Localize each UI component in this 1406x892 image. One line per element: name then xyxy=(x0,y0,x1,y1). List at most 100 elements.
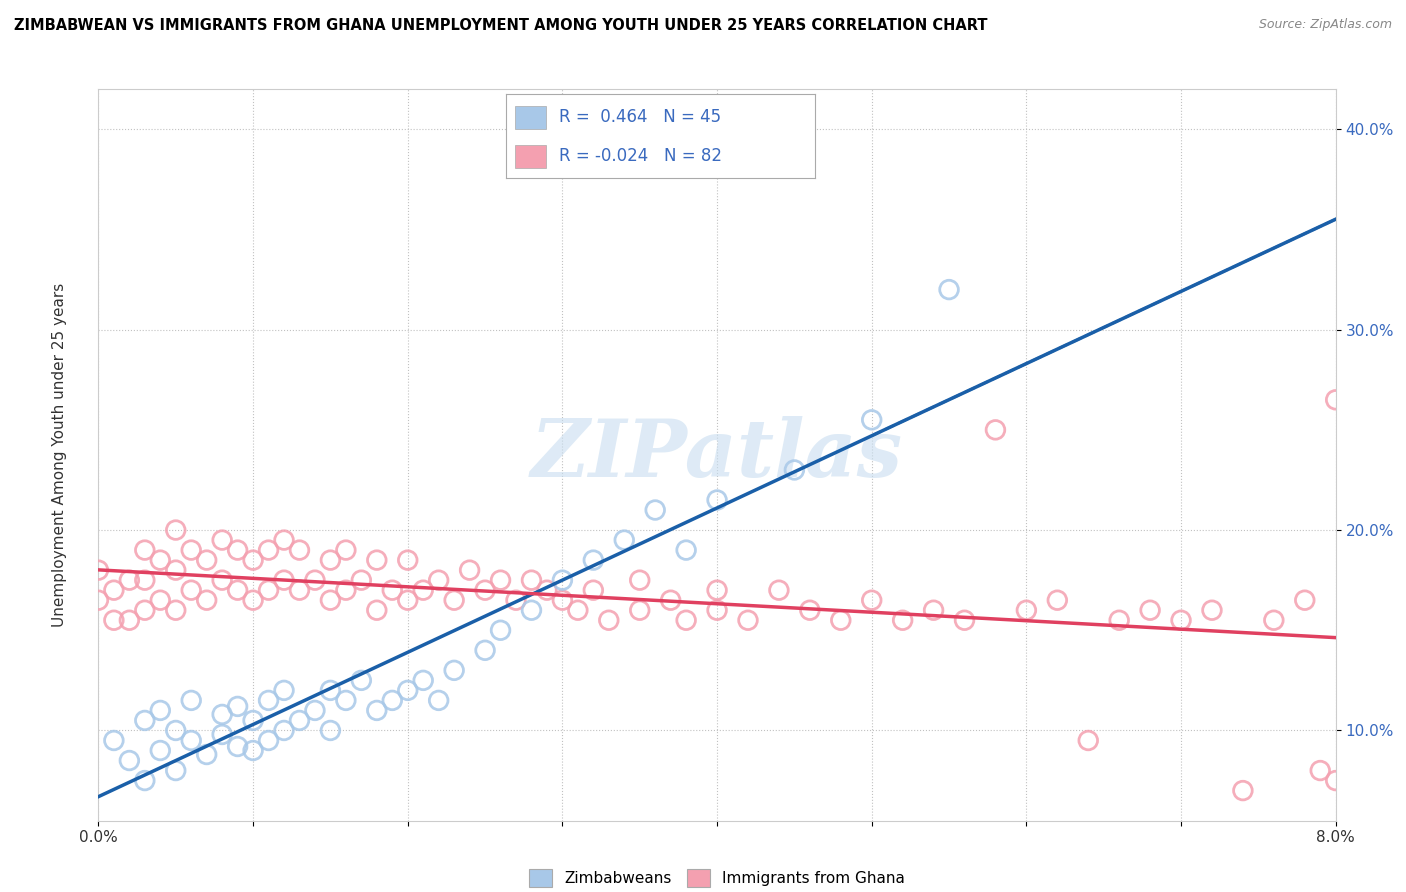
Point xyxy=(273,533,295,547)
Point xyxy=(598,613,620,627)
Point xyxy=(567,603,589,617)
Point xyxy=(412,583,434,598)
Point xyxy=(396,683,419,698)
Point xyxy=(319,593,342,607)
Point xyxy=(1077,733,1099,747)
Point xyxy=(165,563,187,577)
Point xyxy=(118,613,141,627)
Point xyxy=(1108,613,1130,627)
Point xyxy=(489,624,512,638)
Point xyxy=(1232,783,1254,797)
Point xyxy=(242,553,264,567)
Point xyxy=(134,603,156,617)
Point xyxy=(706,603,728,617)
Text: ZIPatlas: ZIPatlas xyxy=(531,417,903,493)
Point xyxy=(335,583,357,598)
Point xyxy=(1201,603,1223,617)
Text: Unemployment Among Youth under 25 years: Unemployment Among Youth under 25 years xyxy=(52,283,66,627)
FancyBboxPatch shape xyxy=(516,145,547,169)
Point xyxy=(257,583,280,598)
Point xyxy=(319,553,342,567)
Point xyxy=(257,543,280,558)
Point xyxy=(737,613,759,627)
Point xyxy=(304,573,326,587)
Point xyxy=(1170,613,1192,627)
Point xyxy=(165,603,187,617)
Point xyxy=(1309,764,1331,778)
Point xyxy=(149,553,172,567)
Point xyxy=(180,583,202,598)
Point xyxy=(706,493,728,508)
Point xyxy=(953,613,976,627)
Point xyxy=(134,573,156,587)
Point xyxy=(195,747,218,762)
Point xyxy=(520,603,543,617)
Point xyxy=(1046,593,1069,607)
Point xyxy=(1015,603,1038,617)
Point xyxy=(443,593,465,607)
Point xyxy=(180,733,202,747)
Point xyxy=(768,583,790,598)
Point xyxy=(288,543,311,558)
Point xyxy=(474,643,496,657)
Point xyxy=(474,583,496,598)
Point xyxy=(350,673,373,688)
Point xyxy=(675,613,697,627)
Point xyxy=(396,553,419,567)
Point xyxy=(87,593,110,607)
Point xyxy=(195,553,218,567)
Point xyxy=(195,593,218,607)
Point xyxy=(118,573,141,587)
Point xyxy=(165,523,187,537)
Point xyxy=(613,533,636,547)
Point xyxy=(211,573,233,587)
Point xyxy=(226,739,249,754)
Point xyxy=(226,583,249,598)
Point xyxy=(922,603,945,617)
Point xyxy=(938,283,960,297)
Point xyxy=(443,664,465,678)
Point xyxy=(984,423,1007,437)
Point xyxy=(257,693,280,707)
Point xyxy=(1263,613,1285,627)
Point xyxy=(1294,593,1316,607)
Point xyxy=(891,613,914,627)
Text: ZIMBABWEAN VS IMMIGRANTS FROM GHANA UNEMPLOYMENT AMONG YOUTH UNDER 25 YEARS CORR: ZIMBABWEAN VS IMMIGRANTS FROM GHANA UNEM… xyxy=(14,18,987,33)
Point xyxy=(165,764,187,778)
Point xyxy=(458,563,481,577)
Point xyxy=(273,683,295,698)
Point xyxy=(288,714,311,728)
Point xyxy=(381,693,404,707)
Point xyxy=(427,693,450,707)
Point xyxy=(149,703,172,717)
Point xyxy=(242,593,264,607)
Point xyxy=(659,593,682,607)
Point xyxy=(366,703,388,717)
Point xyxy=(1139,603,1161,617)
Point xyxy=(706,583,728,598)
Point xyxy=(273,723,295,738)
Text: R = -0.024   N = 82: R = -0.024 N = 82 xyxy=(558,147,721,165)
Point xyxy=(103,583,125,598)
Point xyxy=(242,714,264,728)
Point xyxy=(675,543,697,558)
Point xyxy=(366,553,388,567)
Text: Source: ZipAtlas.com: Source: ZipAtlas.com xyxy=(1258,18,1392,31)
Point xyxy=(427,573,450,587)
Point xyxy=(226,699,249,714)
Point xyxy=(520,573,543,587)
Point xyxy=(165,723,187,738)
Point xyxy=(582,583,605,598)
Point xyxy=(226,543,249,558)
Point xyxy=(273,573,295,587)
Point xyxy=(211,707,233,722)
Point xyxy=(118,754,141,768)
Point xyxy=(628,603,651,617)
Point xyxy=(149,593,172,607)
Point xyxy=(319,723,342,738)
Point xyxy=(381,583,404,598)
Point xyxy=(350,573,373,587)
Point xyxy=(860,413,883,427)
Point xyxy=(103,613,125,627)
Point xyxy=(87,563,110,577)
